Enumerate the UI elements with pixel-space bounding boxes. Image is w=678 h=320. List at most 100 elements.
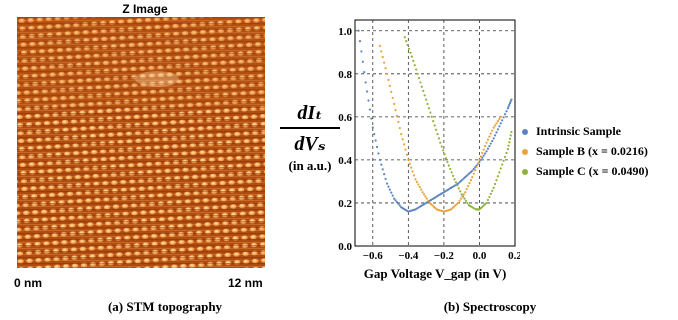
data-point-series-0 [357, 29, 360, 32]
data-point-series-1 [493, 124, 497, 127]
data-point-series-1 [417, 183, 420, 186]
data-point-series-0 [363, 70, 366, 74]
data-point-series-2 [510, 130, 513, 134]
data-point-series-1 [469, 179, 473, 182]
data-point-series-0 [385, 182, 389, 185]
data-point-series-1 [488, 135, 491, 138]
data-point-series-1 [421, 191, 424, 194]
data-point-series-1 [383, 61, 386, 64]
data-point-series-0 [509, 100, 512, 103]
data-point-series-1 [428, 201, 431, 205]
data-point-series-0 [469, 170, 473, 174]
data-point-series-2 [434, 128, 438, 131]
data-point-series-1 [479, 155, 482, 158]
data-point-series-1 [405, 153, 409, 156]
data-point-series-1 [420, 188, 423, 191]
y-tick-label: 0.2 [338, 198, 352, 210]
data-point-series-2 [495, 179, 498, 182]
data-point-series-2 [463, 197, 466, 200]
data-point-series-2 [454, 181, 458, 184]
x-tick-label: −0.6 [363, 250, 384, 260]
data-point-series-1 [394, 108, 397, 112]
data-point-series-0 [488, 145, 491, 148]
data-point-series-0 [458, 181, 461, 184]
y-tick-label: 0.8 [338, 69, 352, 81]
data-point-series-2 [442, 149, 445, 152]
spectroscopy-chart: −0.6 −0.4 −0.2 0.0 0.2 0.0 0.2 0.4 0.6 0.8 1.0 [338, 19, 520, 260]
data-point-series-2 [486, 198, 490, 202]
data-point-series-2 [501, 163, 504, 166]
data-point-series-2 [506, 148, 509, 151]
data-point-series-0 [502, 116, 505, 119]
data-point-series-1 [407, 158, 410, 162]
data-point-series-0 [498, 125, 501, 128]
data-point-series-2 [446, 160, 449, 164]
data-point-series-0 [482, 154, 485, 157]
data-point-series-2 [492, 186, 495, 189]
data-point-series-1 [471, 176, 474, 179]
data-point-series-2 [498, 171, 501, 174]
data-point-series-0 [368, 108, 372, 111]
y-axis-label: dIₜ dVₛ (in a.u.) [280, 100, 340, 174]
data-point-series-1 [393, 102, 396, 106]
data-point-series-0 [478, 160, 481, 164]
data-point-series-0 [471, 169, 474, 172]
data-point-series-2 [509, 134, 512, 137]
x-axis-label: Gap Voltage V_gap (in V) [363, 266, 507, 281]
data-point-series-1 [429, 203, 433, 206]
data-point-series-2 [420, 85, 423, 88]
y-axis-label-denominator: dVₛ [280, 127, 340, 156]
data-point-series-0 [391, 194, 394, 197]
data-point-series-0 [468, 172, 471, 175]
data-point-series-2 [493, 182, 497, 186]
data-point-series-2 [466, 201, 469, 205]
data-point-series-2 [429, 111, 432, 114]
legend-marker-sample-b [522, 149, 528, 156]
data-point-series-2 [508, 137, 512, 140]
data-point-series-0 [397, 202, 400, 205]
data-point-series-1 [434, 207, 437, 210]
data-point-series-1 [404, 148, 407, 151]
data-point-series-2 [433, 124, 436, 127]
data-point-series-2 [456, 184, 459, 187]
legend-label-sample-b: Sample B (x = 0.0216) [536, 144, 648, 158]
data-point-series-1 [465, 188, 468, 191]
data-point-series-0 [485, 150, 488, 153]
data-point-series-0 [373, 132, 376, 136]
data-point-series-2 [426, 102, 429, 106]
data-point-series-1 [425, 197, 428, 200]
data-point-series-2 [457, 187, 460, 190]
data-point-series-2 [405, 39, 408, 43]
data-point-series-0 [457, 182, 460, 185]
stm-image-title: Z Image [122, 2, 168, 16]
data-point-series-1 [472, 172, 475, 175]
x-tick-label: 0.2 [508, 250, 520, 260]
data-point-series-2 [449, 167, 452, 171]
data-point-series-2 [436, 132, 439, 136]
data-point-series-0 [493, 134, 497, 137]
data-point-series-2 [417, 77, 421, 80]
data-point-series-1 [388, 84, 391, 87]
data-point-series-1 [449, 208, 453, 211]
data-point-series-1 [478, 158, 481, 162]
y-axis-label-unit: (in a.u.) [288, 158, 332, 173]
data-point-series-0 [381, 168, 384, 171]
spectroscopy-caption: (b) Spectroscopy [443, 299, 537, 314]
data-point-series-2 [481, 205, 484, 208]
data-point-series-2 [444, 157, 448, 160]
data-point-series-1 [457, 201, 460, 205]
data-point-series-0 [464, 176, 467, 179]
data-point-series-1 [452, 205, 455, 208]
data-point-series-0 [466, 173, 470, 176]
data-point-series-1 [462, 193, 465, 196]
data-point-series-2 [412, 59, 415, 62]
data-point-series-0 [358, 39, 362, 43]
data-point-series-1 [390, 90, 393, 93]
data-point-series-2 [499, 167, 502, 170]
data-point-series-2 [416, 72, 419, 75]
data-point-series-0 [390, 191, 393, 194]
data-point-series-1 [378, 44, 381, 47]
data-point-series-2 [450, 171, 453, 174]
data-point-series-1 [402, 143, 406, 146]
data-point-series-0 [395, 200, 399, 204]
